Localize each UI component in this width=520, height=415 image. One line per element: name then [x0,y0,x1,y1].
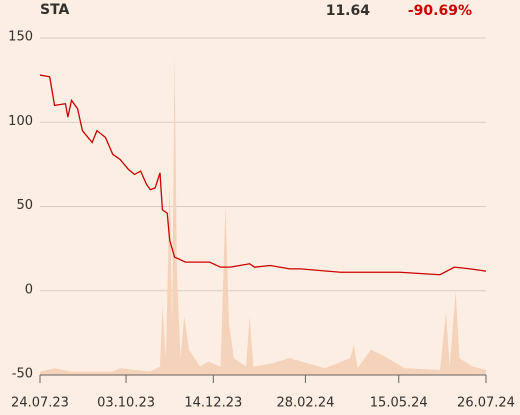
x-tick-label: 28.02.24 [276,396,334,411]
last-price: 11.64 [326,3,371,19]
y-tick-label: 50 [16,198,33,213]
y-tick-label: 150 [8,30,33,45]
symbol: STA [40,2,70,18]
x-tick-label: 03.10.23 [97,396,155,411]
x-tick-label: 14.12.23 [184,396,242,411]
price-change: -90.69% [408,3,472,19]
x-tick-label: 24.07.23 [11,396,69,411]
y-tick-label: -50 [12,367,33,382]
volume-area [40,54,486,375]
price-line [39,74,487,276]
x-tick-label: 26.07.24 [457,396,515,411]
x-tick-label: 15.05.24 [370,396,428,411]
y-tick-label: 0 [25,282,33,297]
y-tick-label: 100 [8,114,33,129]
